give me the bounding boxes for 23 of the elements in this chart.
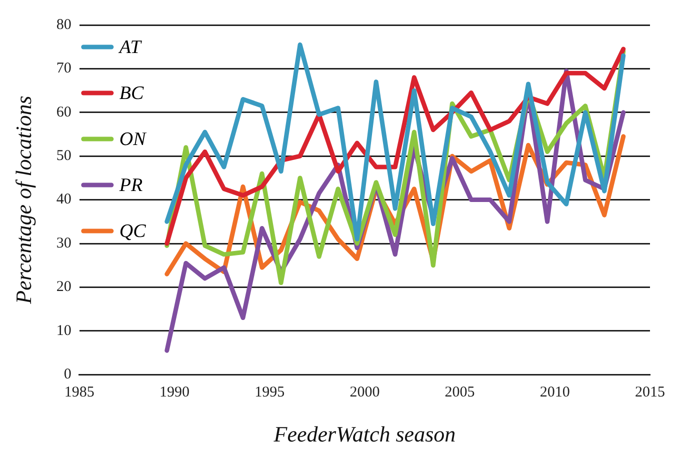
y-tick-label: 80 bbox=[56, 16, 72, 33]
legend-label: BC bbox=[119, 83, 144, 104]
x-tick-label: 1990 bbox=[160, 384, 190, 401]
x-tick-label: 1995 bbox=[254, 384, 285, 401]
x-tick-label: 2015 bbox=[635, 384, 665, 401]
x-tick-label: 2010 bbox=[540, 384, 570, 401]
x-tick-label: 1985 bbox=[64, 384, 94, 401]
legend-label: ON bbox=[119, 129, 148, 150]
y-axis-title: Percentage of locations bbox=[10, 96, 36, 305]
x-tick-label: 2005 bbox=[444, 384, 475, 401]
y-tick-label: 40 bbox=[56, 192, 72, 208]
x-axis-title: FeederWatch season bbox=[272, 422, 456, 447]
y-tick-label: 30 bbox=[56, 235, 72, 252]
y-tick-label: 0 bbox=[64, 366, 72, 383]
legend-label: AT bbox=[117, 37, 142, 58]
y-tick-label: 50 bbox=[56, 148, 72, 164]
legend-label: PR bbox=[118, 175, 144, 196]
y-tick-label: 10 bbox=[56, 322, 72, 339]
y-tick-label: 70 bbox=[56, 60, 72, 77]
y-tick-label: 60 bbox=[56, 104, 72, 120]
x-tick-label: 2000 bbox=[350, 384, 380, 401]
y-tick-label: 20 bbox=[56, 279, 72, 296]
legend-label: QC bbox=[119, 221, 146, 242]
